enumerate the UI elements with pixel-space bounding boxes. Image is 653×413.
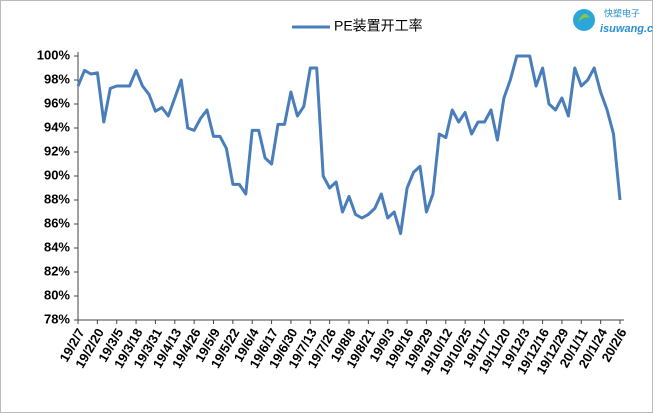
y-tick-label: 86%: [44, 215, 70, 230]
y-tick-label: 100%: [37, 47, 71, 62]
y-tick-label: 82%: [44, 263, 70, 278]
line-series: [76, 54, 622, 236]
y-tick-label: 96%: [44, 95, 70, 110]
logo-leaf: [578, 13, 590, 22]
y-tick-label: 88%: [44, 191, 70, 206]
y-tick-label: 98%: [44, 71, 70, 86]
legend-label: PE装置开工率: [334, 18, 423, 34]
y-tick-label: 94%: [44, 119, 70, 134]
y-tick-label: 78%: [44, 311, 70, 326]
logo-icon: [573, 9, 595, 31]
y-tick-label: 80%: [44, 287, 70, 302]
y-tick-label: 90%: [44, 167, 70, 182]
y-tick-label: 84%: [44, 239, 70, 254]
logo-url: isuwang.c: [600, 23, 653, 35]
y-tick-label: 92%: [44, 143, 70, 158]
logo-text: 快塑电子: [604, 7, 640, 18]
